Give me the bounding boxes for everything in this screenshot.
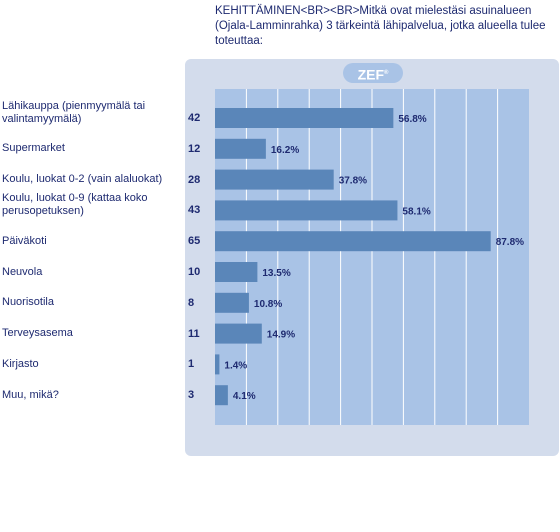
value-label: 14.9% <box>267 330 295 341</box>
count-label: 12 <box>188 142 201 155</box>
count-label: 42 <box>188 112 201 124</box>
count-label: 43 <box>188 204 201 217</box>
value-label: 58.1% <box>402 206 430 217</box>
bar <box>215 385 228 406</box>
value-label: 56.8% <box>398 114 426 125</box>
count-label: 1 <box>188 358 195 371</box>
bar <box>215 292 249 313</box>
count-label: 3 <box>188 389 195 402</box>
bar <box>215 354 220 375</box>
count-label: 8 <box>188 296 195 309</box>
value-label: 10.8% <box>254 299 282 310</box>
category-label: Nuorisotila <box>2 296 54 309</box>
value-label: 16.2% <box>271 145 299 156</box>
category-label: Koulu, luokat 0-9 (kattaa koko perusopet… <box>2 192 148 218</box>
bar <box>215 200 398 221</box>
bar <box>215 262 258 282</box>
bar <box>215 108 394 128</box>
value-label: 4.1% <box>233 391 256 402</box>
count-label: 11 <box>188 327 200 340</box>
bar <box>215 138 266 159</box>
count-label: 10 <box>188 266 201 278</box>
bar <box>215 169 334 190</box>
bar <box>215 231 491 252</box>
category-label: Lähikauppa (pienmyymälä tai valintamyymä… <box>2 100 146 125</box>
value-label: 13.5% <box>262 268 290 279</box>
category-label: Neuvola <box>2 265 43 278</box>
category-label: Terveysasema <box>2 327 73 340</box>
category-label: Päiväkoti <box>2 234 47 247</box>
value-label: 1.4% <box>224 360 247 371</box>
category-label: Muu, mikä? <box>2 388 59 401</box>
zef-logo: ZEF® <box>343 63 403 83</box>
bar <box>215 323 262 344</box>
category-label: Kirjasto <box>2 357 39 370</box>
count-label: 65 <box>188 235 201 248</box>
category-label: Supermarket <box>2 142 65 155</box>
chart-title: KEHITTÄMINEN<BR><BR>Mitkä ovat mielestäs… <box>215 5 546 47</box>
value-label: 37.8% <box>339 176 367 187</box>
category-label: Koulu, luokat 0-2 (vain alaluokat) <box>2 173 163 186</box>
count-label: 28 <box>188 173 201 186</box>
value-label: 87.8% <box>496 237 524 248</box>
